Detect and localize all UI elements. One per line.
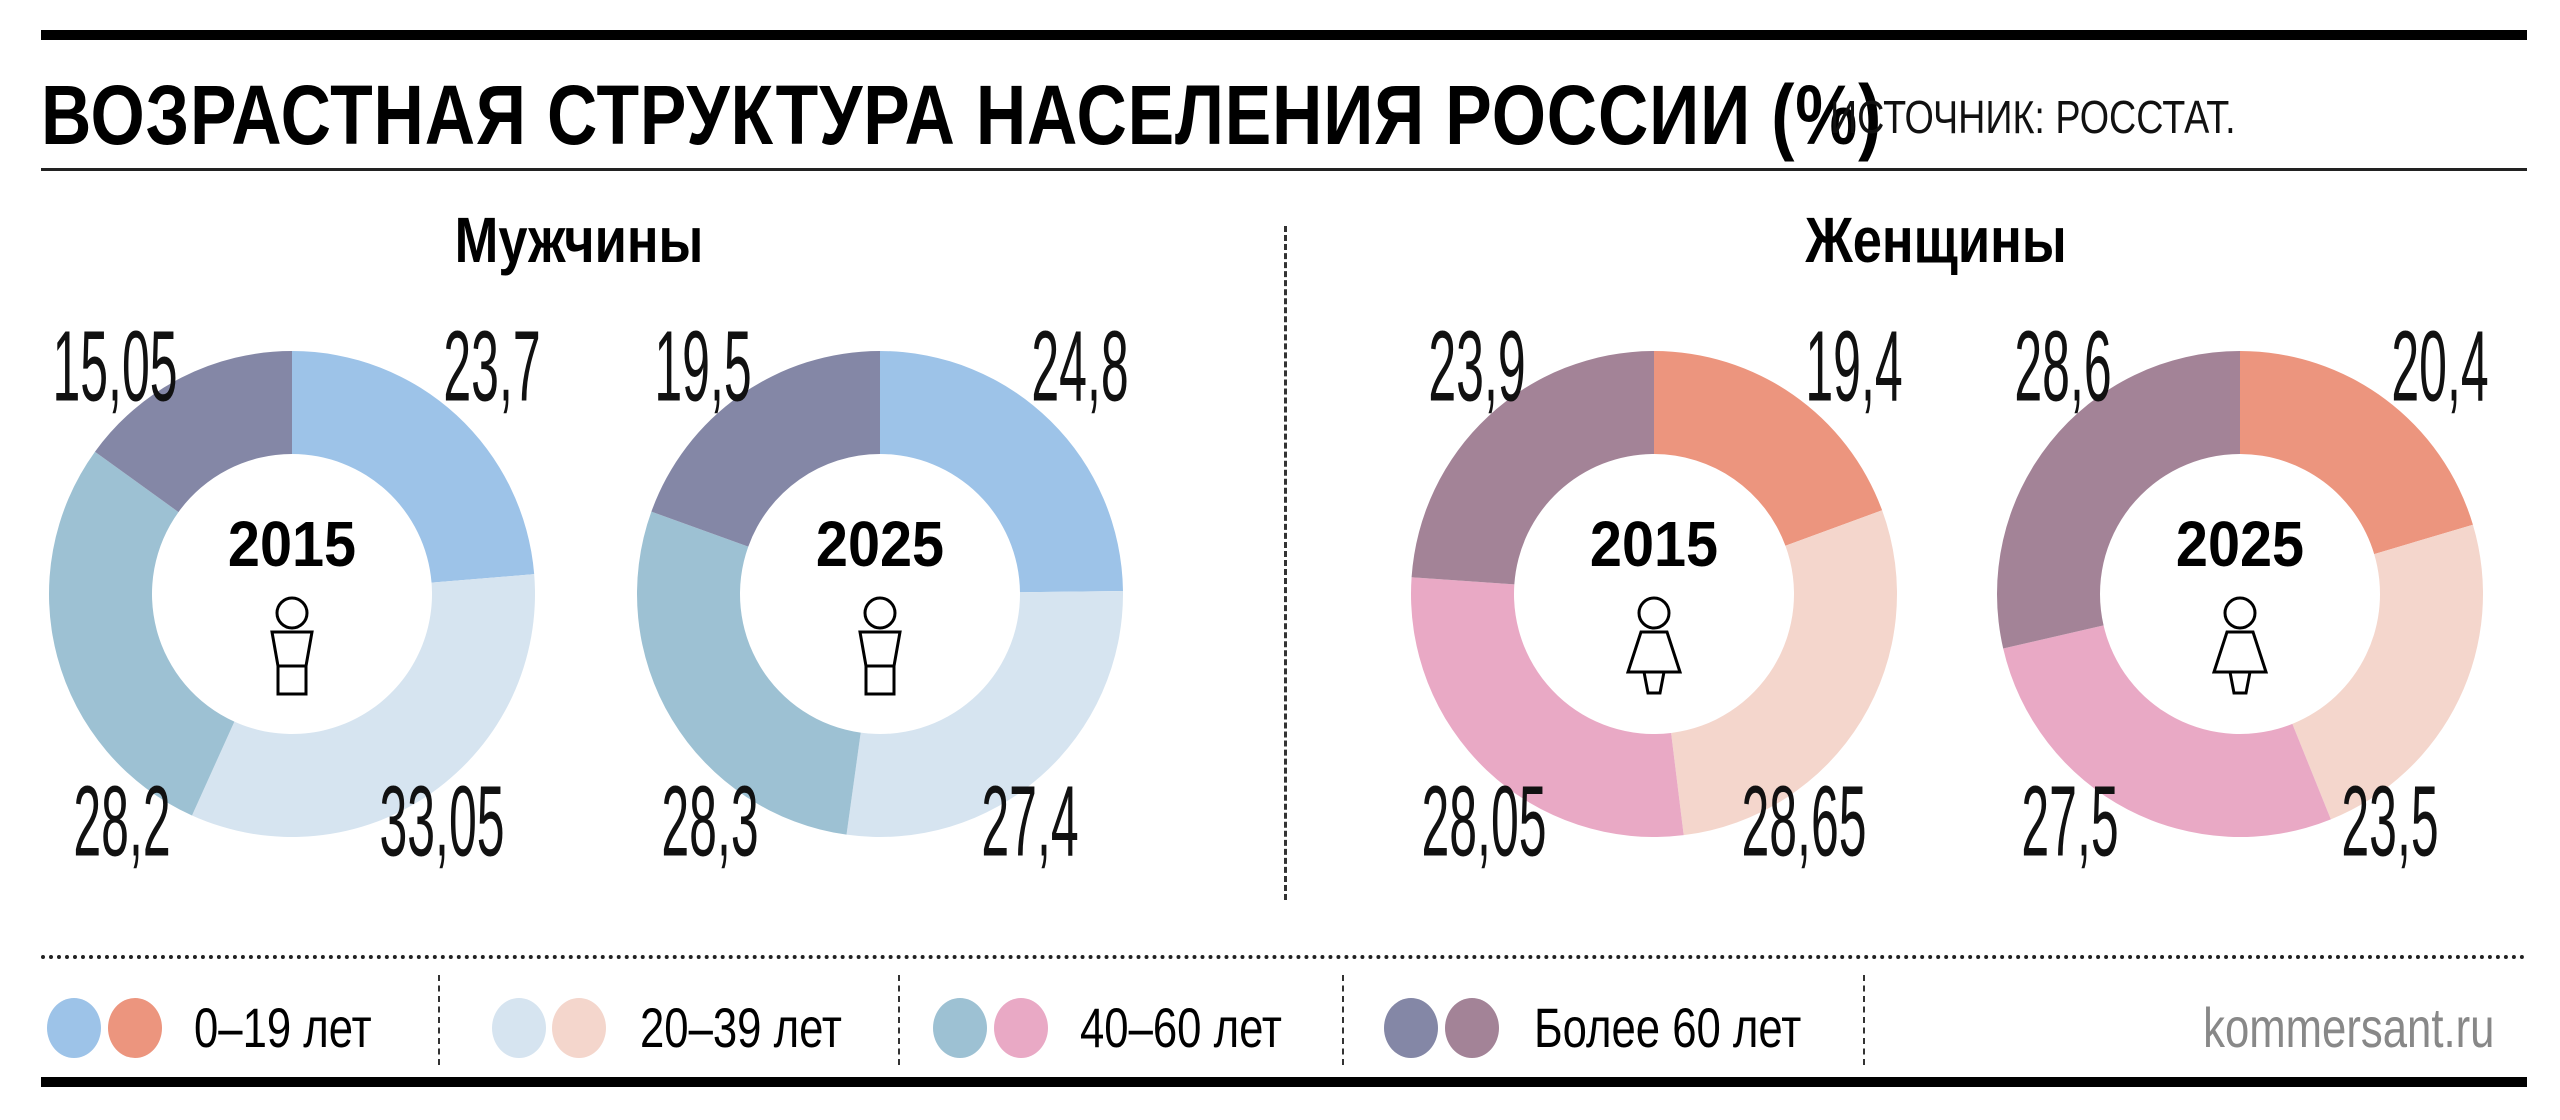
source-label: ИСТОЧНИК: РОССТАТ. xyxy=(1830,91,2236,143)
legend-swatch-men xyxy=(1384,998,1438,1058)
year-label: 2015 xyxy=(228,508,356,579)
group-title-women: Женщины xyxy=(1805,204,2067,276)
legend-swatch-women xyxy=(1445,998,1499,1058)
donut-segment xyxy=(651,351,880,547)
value-label: 28,05 xyxy=(1421,764,1546,877)
donut-segment xyxy=(94,351,292,513)
value-label: 28,65 xyxy=(1741,764,1866,877)
value-label: 28,6 xyxy=(2014,309,2111,422)
donut-segment xyxy=(1997,351,2240,649)
donut-segment xyxy=(1671,510,1897,836)
donut-chart: 24,8 27,4 28,3 19,5 2025 xyxy=(636,309,1129,877)
donut-segment xyxy=(292,351,535,583)
donut-chart: 23,7 33,05 28,2 15,05 2015 xyxy=(49,309,541,877)
value-label: 33,05 xyxy=(379,764,504,877)
value-label: 19,4 xyxy=(1805,309,1902,422)
legend-swatch-women xyxy=(994,998,1048,1058)
year-label: 2025 xyxy=(2176,508,2304,579)
value-label: 23,5 xyxy=(2341,764,2438,877)
bottom-rule xyxy=(41,1077,2527,1087)
legend-label: Более 60 лет xyxy=(1534,996,1802,1059)
legend-separator xyxy=(438,975,440,1065)
female-figure-icon xyxy=(1625,596,1683,695)
legend-label: 40–60 лет xyxy=(1080,996,1282,1059)
legend-swatch-women xyxy=(108,998,162,1058)
donut-segment xyxy=(49,451,235,816)
legend-label: 20–39 лет xyxy=(640,996,842,1059)
value-label: 19,5 xyxy=(654,309,751,422)
legend-separator xyxy=(898,975,900,1065)
value-label: 28,3 xyxy=(661,764,758,877)
group-divider xyxy=(1284,226,1287,900)
donut-segment xyxy=(2292,524,2484,820)
legend-swatch-men xyxy=(933,998,987,1058)
value-label: 15,05 xyxy=(52,309,177,422)
chart-title: ВОЗРАСТНАЯ СТРУКТУРА НАСЕЛЕНИЯ РОССИИ (%… xyxy=(41,68,1883,162)
top-rule xyxy=(41,30,2527,40)
year-label: 2025 xyxy=(816,508,944,579)
donut-segment xyxy=(2240,351,2473,555)
brand-label: kommersant.ru xyxy=(2202,996,2494,1059)
value-label: 20,4 xyxy=(2391,309,2488,422)
group-title-men: Мужчины xyxy=(454,204,704,276)
donut-segment xyxy=(1411,577,1684,837)
donut-segment xyxy=(1654,351,1883,546)
value-label: 28,2 xyxy=(73,764,170,877)
value-label: 27,4 xyxy=(981,764,1078,877)
legend-rule xyxy=(41,955,2527,959)
legend-label: 0–19 лет xyxy=(194,996,372,1059)
donut-segment xyxy=(880,351,1123,593)
female-figure-icon xyxy=(2211,596,2269,695)
donut-segment xyxy=(2003,625,2331,837)
donut-segment xyxy=(1411,351,1654,585)
value-label: 23,7 xyxy=(443,309,540,422)
legend-swatch-women xyxy=(552,998,606,1058)
value-label: 23,9 xyxy=(1428,309,1525,422)
male-figure-icon xyxy=(858,596,902,696)
value-label: 24,8 xyxy=(1031,309,1128,422)
value-label: 27,5 xyxy=(2021,764,2118,877)
donut-chart: 20,4 23,5 27,5 28,6 2025 xyxy=(1997,309,2489,877)
donut-segment xyxy=(636,511,861,835)
header-rule xyxy=(41,168,2527,171)
donut-segment xyxy=(192,574,535,837)
donut-chart: 19,4 28,65 28,05 23,9 2015 xyxy=(1411,309,1903,877)
legend-separator xyxy=(1342,975,1344,1065)
legend-swatch-men xyxy=(47,998,101,1058)
male-figure-icon xyxy=(270,596,314,696)
donut-segment xyxy=(846,590,1123,837)
legend-swatch-men xyxy=(492,998,546,1058)
legend-separator xyxy=(1863,975,1865,1065)
year-label: 2015 xyxy=(1590,508,1718,579)
